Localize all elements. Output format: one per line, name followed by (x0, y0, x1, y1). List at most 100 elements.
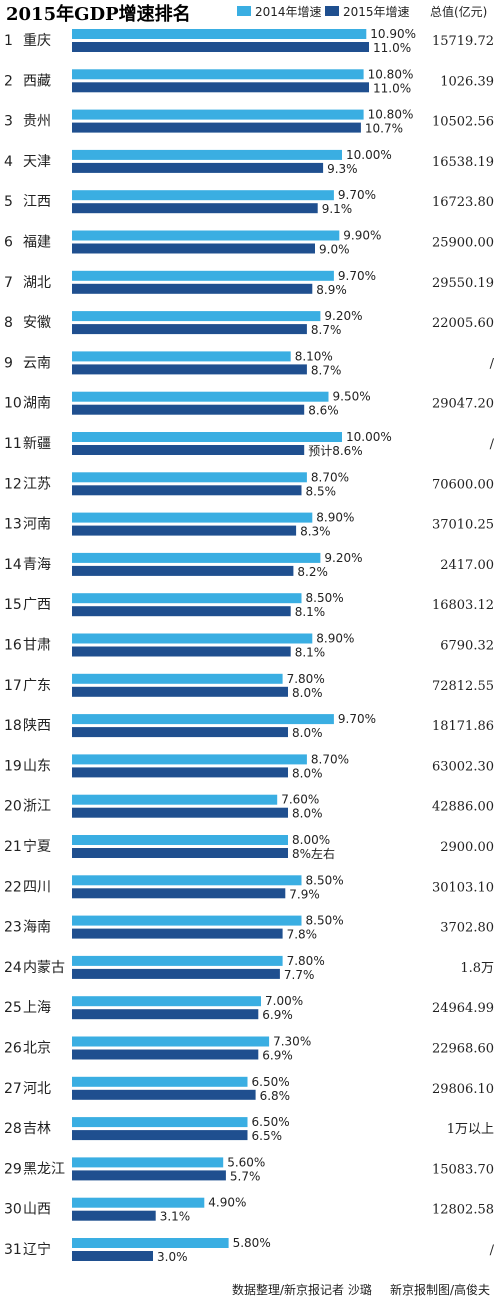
bar-2014 (72, 875, 302, 886)
province-label: 西藏 (23, 73, 51, 89)
legend-label-2014: 2014年增速 (255, 5, 322, 19)
total-value: 6790.32 (440, 639, 494, 654)
value-label-2015: 9.0% (319, 243, 350, 257)
bar-2014 (72, 149, 342, 160)
total-value: 70600.00 (432, 477, 494, 492)
credit-data: 数据整理/新京报记者 沙璐 (232, 1282, 372, 1297)
rank-label: 25 (4, 1000, 22, 1016)
value-label-2014: 9.90% (343, 229, 381, 243)
bar-2014 (72, 270, 334, 281)
bar-2014 (72, 915, 302, 926)
value-label-2015: 6.8% (260, 1089, 291, 1103)
rank-label: 17 (4, 678, 22, 694)
bar-2015 (72, 1009, 259, 1020)
value-label-2015: 3.1% (160, 1210, 191, 1224)
province-label: 河北 (23, 1081, 51, 1097)
value-label-2015: 7.9% (289, 887, 320, 901)
value-label-2014: 8.70% (311, 752, 349, 766)
bar-2015 (72, 82, 369, 93)
bar-2014 (72, 190, 334, 201)
value-label-2014: 8.50% (306, 873, 344, 887)
bar-2014 (72, 1036, 270, 1047)
province-label: 内蒙古 (23, 960, 65, 976)
bar-2014 (72, 29, 367, 39)
bar-2014 (72, 835, 288, 845)
total-value: 15083.70 (432, 1162, 494, 1177)
total-value: / (490, 437, 495, 452)
bar-2014 (72, 794, 278, 805)
province-label: 安徽 (23, 315, 51, 331)
value-label-2014: 4.90% (208, 1196, 246, 1210)
province-label: 甘肃 (23, 638, 51, 654)
bar-2014 (72, 311, 321, 322)
bar-2015 (72, 646, 291, 657)
bar-2015 (72, 727, 288, 738)
value-label-2015: 7.7% (284, 968, 315, 982)
total-value: 29550.19 (432, 276, 494, 291)
bar-2015 (72, 243, 315, 254)
rank-label: 5 (4, 194, 13, 210)
total-value: 1026.39 (440, 74, 494, 89)
bar-2014 (72, 633, 313, 644)
rank-label: 19 (4, 758, 22, 774)
bar-2014 (72, 996, 261, 1007)
rank-label: 13 (4, 517, 22, 533)
bar-2014 (72, 1076, 248, 1087)
bar-2015 (72, 404, 305, 415)
total-value: 1.8万 (460, 961, 494, 976)
total-value: 37010.25 (432, 518, 494, 533)
bar-2015 (72, 928, 283, 939)
legend-swatch-2015 (325, 6, 339, 16)
province-label: 江西 (23, 194, 51, 210)
bar-2014 (72, 230, 340, 241)
rank-label: 21 (4, 839, 22, 855)
total-value: 22968.60 (432, 1042, 494, 1057)
value-label-2014: 8.50% (306, 591, 344, 605)
rank-label: 28 (4, 1121, 22, 1137)
bar-2015 (72, 1210, 156, 1221)
value-label-2014: 8.10% (295, 349, 333, 363)
value-label-2014: 10.80% (368, 67, 414, 81)
bar-2014 (72, 1197, 205, 1208)
bar-2015 (72, 1130, 248, 1141)
rank-label: 11 (4, 436, 22, 452)
value-label-2015: 8.0% (292, 726, 323, 740)
value-label-2015: 8.0% (292, 686, 323, 700)
value-label-2014: 7.00% (265, 994, 303, 1008)
bar-2015 (72, 42, 369, 52)
province-label: 海南 (23, 920, 51, 936)
rank-label: 2 (4, 73, 13, 89)
value-label-2015: 9.3% (327, 162, 358, 176)
value-label-2015: 8.1% (295, 605, 326, 619)
legend-swatch-2014 (237, 6, 251, 16)
bar-2015 (72, 1170, 226, 1181)
value-label-2015: 10.7% (365, 122, 403, 136)
rank-label: 12 (4, 476, 22, 492)
value-label-2015: 8.1% (295, 646, 326, 660)
chart-title: 2015年GDP增速排名 (6, 3, 191, 25)
total-value: 25900.00 (432, 236, 494, 251)
rank-label: 1 (4, 33, 13, 49)
value-label-2014: 9.20% (324, 309, 362, 323)
rank-label: 7 (4, 275, 13, 291)
bar-2015 (72, 162, 324, 173)
chart-rows: 1 重庆 10.90%11.0% 15719.722 西藏 10.80%11.0% 1026… (4, 27, 495, 1264)
value-label-2015: 7.8% (287, 928, 318, 942)
rank-label: 26 (4, 1041, 22, 1057)
province-label: 广东 (23, 678, 51, 694)
total-value: 16803.12 (432, 598, 494, 613)
province-label: 黑龙江 (23, 1161, 65, 1177)
value-label-2014: 10.00% (346, 430, 392, 444)
bar-2015 (72, 122, 361, 133)
total-value: 42886.00 (432, 800, 494, 815)
province-label: 四川 (23, 879, 51, 895)
bar-2014 (72, 432, 342, 442)
rank-label: 3 (4, 114, 13, 130)
value-label-2014: 6.50% (252, 1075, 290, 1089)
total-value: 3702.80 (440, 921, 494, 936)
province-label: 青海 (23, 557, 51, 573)
province-label: 陕西 (23, 718, 51, 734)
total-value: 30103.10 (432, 880, 494, 895)
value-label-2014: 9.70% (338, 269, 376, 283)
